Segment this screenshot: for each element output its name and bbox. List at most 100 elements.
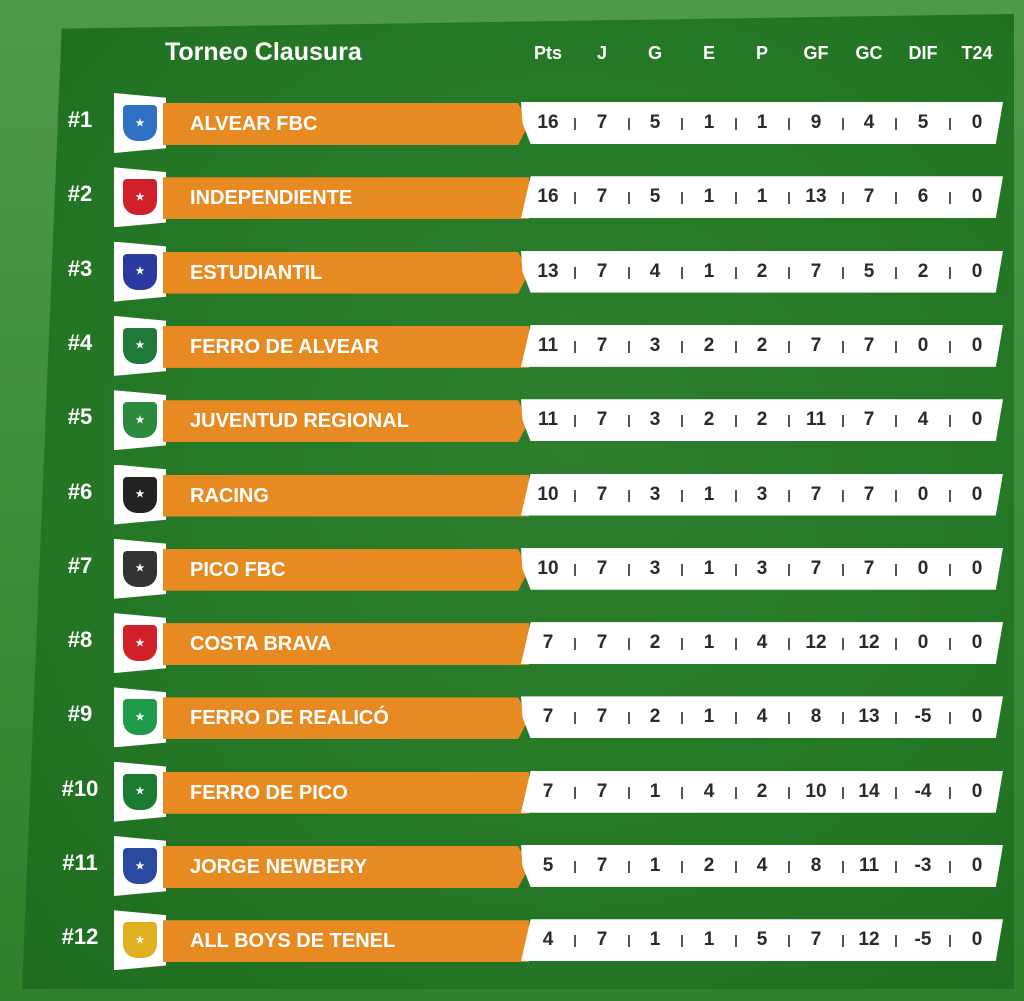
separator [681, 340, 683, 353]
crest-icon: ★ [123, 402, 157, 439]
separator [681, 861, 683, 873]
separator [627, 118, 630, 130]
separator [949, 638, 951, 651]
separator [841, 935, 844, 948]
stat-t24: 0 [971, 334, 983, 356]
separator [895, 118, 897, 130]
column-header-j: J [596, 43, 607, 63]
stat-t24: 0 [971, 929, 983, 951]
stat-g: 1 [649, 780, 661, 802]
separator [841, 118, 844, 130]
separator [681, 563, 683, 576]
separator [841, 786, 844, 799]
stat-gf: 13 [805, 186, 827, 208]
stat-e: 4 [703, 780, 715, 802]
stat-e: 1 [703, 186, 715, 208]
stat-e: 2 [703, 334, 715, 356]
team-stats: 10 7 3 1 3 7 7 0 0 [521, 547, 1003, 590]
stat-p: 2 [756, 260, 768, 282]
stat-pts: 4 [542, 929, 554, 951]
stat-pts: 11 [537, 409, 559, 431]
separator [627, 489, 630, 502]
stat-g: 3 [649, 409, 661, 431]
stat-g: 5 [649, 112, 661, 133]
stat-e: 1 [703, 483, 715, 505]
crest-icon: ★ [123, 922, 157, 959]
stat-p: 2 [756, 409, 768, 431]
stat-dif: -5 [914, 706, 932, 728]
stat-dif: -4 [914, 780, 932, 802]
team-stats: 7 7 2 1 4 12 12 0 0 [521, 622, 1003, 665]
separator [627, 638, 630, 651]
separator [788, 786, 790, 799]
separator [895, 340, 897, 353]
separator [841, 266, 844, 279]
team-logo: ★ [114, 910, 166, 971]
team-stats: 7 7 1 4 2 10 14 -4 0 [521, 770, 1003, 813]
stat-pts: 11 [537, 334, 559, 356]
separator [788, 563, 790, 576]
stat-j: 7 [596, 334, 608, 356]
separator [574, 118, 576, 130]
stat-e: 1 [703, 632, 715, 654]
stat-gf: 9 [810, 112, 822, 133]
separator [734, 340, 737, 353]
stat-g: 3 [649, 334, 661, 356]
stat-gc: 14 [858, 780, 880, 802]
standings-row: #9 ★ FERRO DE REALICÓ 7 7 2 1 4 8 13 -5 0 [0, 687, 1024, 748]
crest-icon: ★ [123, 625, 157, 662]
separator [949, 266, 951, 279]
standings-row: #7 ★ PICO FBC 10 7 3 1 3 7 7 0 0 [0, 538, 1024, 599]
stat-pts: 5 [542, 855, 554, 876]
stat-pts: 10 [537, 557, 559, 579]
separator [574, 415, 576, 428]
stat-pts: 7 [542, 706, 554, 728]
column-header-dif: DIF [908, 43, 938, 63]
stat-dif: -5 [914, 929, 932, 951]
stat-gf: 11 [805, 409, 827, 431]
team-stats: 11 7 3 2 2 7 7 0 0 [521, 324, 1003, 367]
separator [949, 712, 951, 725]
stat-p: 2 [756, 334, 768, 356]
team-stats: 5 7 1 2 4 8 11 -3 0 [521, 845, 1003, 887]
separator [895, 192, 897, 205]
team-stats: 16 7 5 1 1 9 4 5 0 [521, 102, 1003, 144]
stat-e: 2 [703, 409, 715, 431]
column-header-gf: GF [803, 43, 829, 63]
stat-dif: 0 [917, 334, 929, 356]
team-logo: ★ [114, 390, 166, 451]
standings-row: #12 ★ ALL BOYS DE TENEL 4 7 1 1 5 7 12 -5 0 [0, 910, 1024, 971]
stat-gf: 7 [810, 334, 822, 356]
stat-gc: 7 [863, 557, 875, 579]
separator [841, 192, 844, 205]
crest-icon: ★ [123, 253, 157, 290]
stat-j: 7 [596, 855, 608, 876]
separator [681, 786, 683, 799]
separator [681, 415, 683, 428]
stat-j: 7 [596, 929, 608, 951]
separator [574, 638, 576, 651]
stat-t24: 0 [971, 706, 983, 728]
separator [681, 935, 683, 948]
separator [788, 861, 790, 873]
rank: #9 [67, 701, 93, 727]
separator [788, 415, 790, 428]
team-stats: 4 7 1 1 5 7 12 -5 0 [521, 919, 1003, 962]
stat-e: 2 [703, 855, 715, 876]
stat-p: 3 [756, 557, 768, 579]
team-name: FERRO DE ALVEAR [163, 325, 529, 368]
team-stats: 11 7 3 2 2 11 7 4 0 [521, 399, 1003, 442]
stat-e: 1 [703, 557, 715, 579]
separator [574, 266, 576, 279]
stat-dif: 4 [917, 409, 929, 431]
team-logo: ★ [114, 687, 166, 748]
separator [841, 340, 844, 353]
separator [627, 935, 630, 948]
standings-row: #3 ★ ESTUDIANTIL 13 7 4 1 2 7 5 2 0 [0, 241, 1024, 302]
separator [734, 935, 737, 948]
stat-gc: 7 [863, 186, 875, 208]
stat-pts: 10 [537, 483, 559, 505]
separator [734, 712, 737, 725]
standings-row: #11 ★ JORGE NEWBERY 5 7 1 2 4 8 11 -3 0 [0, 836, 1024, 896]
stat-pts: 7 [542, 780, 554, 802]
